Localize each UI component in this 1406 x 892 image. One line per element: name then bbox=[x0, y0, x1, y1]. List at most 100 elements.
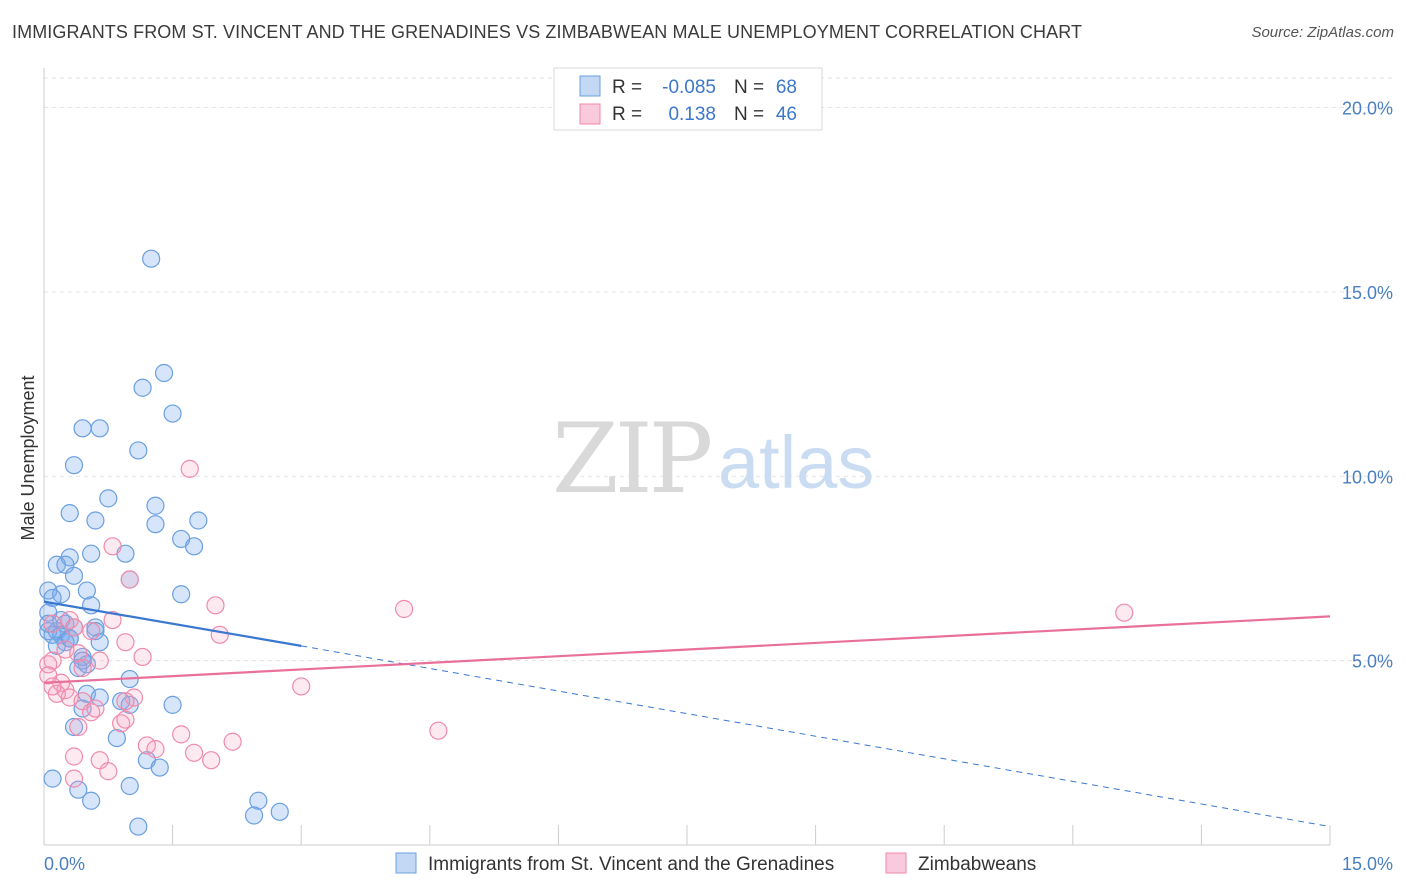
blue-point-52 bbox=[64, 717, 84, 737]
pink-point-34 bbox=[172, 725, 191, 744]
blue-point-60 bbox=[249, 791, 268, 810]
blue-point-2 bbox=[133, 378, 152, 397]
x-tick-label-0: 0.0% bbox=[44, 854, 85, 874]
blue-point-6 bbox=[129, 441, 148, 460]
blue-point-11 bbox=[86, 511, 105, 530]
source-label: Source: ZipAtlas.com bbox=[1251, 24, 1394, 41]
pink-point-4 bbox=[394, 599, 414, 619]
blue-point-55 bbox=[150, 758, 169, 777]
blue-point-15 bbox=[184, 537, 204, 556]
pink-point-23 bbox=[292, 677, 311, 696]
y-tick-label-1: 10.0% bbox=[1342, 467, 1393, 487]
pink-point-2 bbox=[120, 570, 139, 589]
pink-point-33 bbox=[429, 721, 448, 740]
series-swatch-blue bbox=[395, 852, 417, 874]
blue-point-61 bbox=[244, 806, 264, 825]
pink-point-16 bbox=[90, 651, 109, 670]
pink-point-10 bbox=[82, 622, 101, 641]
blue-point-7 bbox=[64, 456, 84, 475]
blue-point-56 bbox=[43, 769, 62, 788]
pink-point-5 bbox=[1115, 603, 1134, 622]
pink-point-11 bbox=[210, 625, 229, 644]
blue-trend-line-extension bbox=[301, 645, 1331, 828]
legend-n-value-pink: 46 bbox=[776, 104, 797, 125]
pink-point-40 bbox=[202, 751, 221, 770]
stats-legend: R = -0.085 N = 68 R = 0.138 N = 46 bbox=[553, 67, 823, 131]
blue-point-24 bbox=[77, 581, 96, 600]
legend-r-label-pink: R = bbox=[612, 104, 642, 125]
data-points bbox=[39, 249, 1134, 836]
blue-point-8 bbox=[99, 489, 118, 508]
axes bbox=[43, 68, 1331, 846]
legend-r-value-pink: 0.138 bbox=[668, 104, 716, 125]
blue-point-66 bbox=[60, 629, 79, 648]
y-tick-label-3: 20.0% bbox=[1342, 99, 1393, 119]
blue-point-58 bbox=[120, 776, 139, 796]
y-tick-label-0: 5.0% bbox=[1352, 652, 1393, 672]
pink-point-45 bbox=[146, 740, 165, 759]
blue-point-12 bbox=[146, 515, 165, 534]
blue-point-0 bbox=[142, 249, 161, 268]
y-tick-label-2: 15.0% bbox=[1342, 283, 1393, 303]
pink-point-37 bbox=[64, 747, 84, 766]
legend-swatch-pink bbox=[579, 103, 601, 125]
series-swatch-pink bbox=[885, 852, 907, 874]
pink-point-31 bbox=[116, 710, 135, 729]
pink-point-0 bbox=[180, 459, 199, 478]
watermark-atlas: atlas bbox=[718, 421, 874, 504]
blue-point-13 bbox=[189, 511, 208, 530]
series-label-blue: Immigrants from St. Vincent and the Gren… bbox=[428, 854, 834, 875]
legend-r-label-blue: R = bbox=[612, 77, 642, 98]
pink-point-8 bbox=[43, 614, 62, 633]
blue-point-62 bbox=[270, 802, 289, 821]
pink-point-28 bbox=[116, 692, 135, 711]
pink-point-14 bbox=[69, 644, 88, 663]
pink-trend-line bbox=[43, 615, 1331, 684]
pink-point-38 bbox=[184, 743, 204, 762]
gridlines bbox=[44, 77, 1392, 662]
tick-labels: 5.0% 10.0% 15.0% 20.0% 0.0% 15.0% bbox=[44, 99, 1393, 875]
blue-point-1 bbox=[154, 363, 174, 383]
legend-n-label-pink: N = bbox=[734, 104, 764, 125]
blue-point-26 bbox=[172, 585, 191, 604]
trend-lines bbox=[43, 600, 1331, 828]
blue-point-59 bbox=[82, 791, 101, 810]
pink-point-1 bbox=[103, 537, 122, 556]
blue-point-10 bbox=[60, 504, 79, 523]
pink-point-9 bbox=[64, 618, 84, 637]
pink-point-3 bbox=[206, 596, 225, 615]
blue-trend-line bbox=[43, 600, 302, 647]
legend-n-label-blue: N = bbox=[734, 77, 764, 98]
x-tick-label-1: 15.0% bbox=[1342, 854, 1393, 874]
pink-point-12 bbox=[116, 633, 135, 652]
watermark-zip: ZIP bbox=[552, 403, 711, 515]
blue-point-57 bbox=[69, 780, 88, 799]
blue-point-50 bbox=[163, 695, 182, 714]
legend-swatch-blue bbox=[579, 75, 601, 97]
blue-point-9 bbox=[146, 496, 165, 515]
pink-point-44 bbox=[86, 699, 105, 718]
pink-point-42 bbox=[64, 769, 84, 788]
y-axis-label: Male Unemployment bbox=[18, 375, 38, 540]
blue-point-47 bbox=[90, 688, 109, 707]
pink-point-15 bbox=[133, 647, 152, 667]
series-legend: Immigrants from St. Vincent and the Gren… bbox=[395, 852, 1036, 875]
series-label-pink: Zimbabweans bbox=[918, 854, 1036, 875]
blue-point-53 bbox=[107, 728, 126, 748]
legend-r-value-blue: -0.085 bbox=[662, 77, 716, 98]
chart-title: IMMIGRANTS FROM ST. VINCENT AND THE GREN… bbox=[12, 22, 1083, 42]
blue-point-3 bbox=[163, 404, 182, 423]
blue-point-35 bbox=[86, 622, 105, 641]
blue-point-21 bbox=[64, 566, 84, 585]
pink-point-32 bbox=[69, 717, 88, 737]
legend-n-value-blue: 68 bbox=[776, 77, 797, 98]
pink-point-41 bbox=[99, 762, 118, 781]
pink-point-36 bbox=[223, 732, 242, 751]
blue-point-4 bbox=[73, 419, 92, 438]
watermark: ZIP atlas bbox=[552, 403, 874, 515]
blue-point-5 bbox=[90, 419, 109, 438]
pink-point-7 bbox=[103, 610, 122, 630]
pink-point-19 bbox=[73, 658, 92, 678]
blue-point-16 bbox=[82, 544, 101, 563]
